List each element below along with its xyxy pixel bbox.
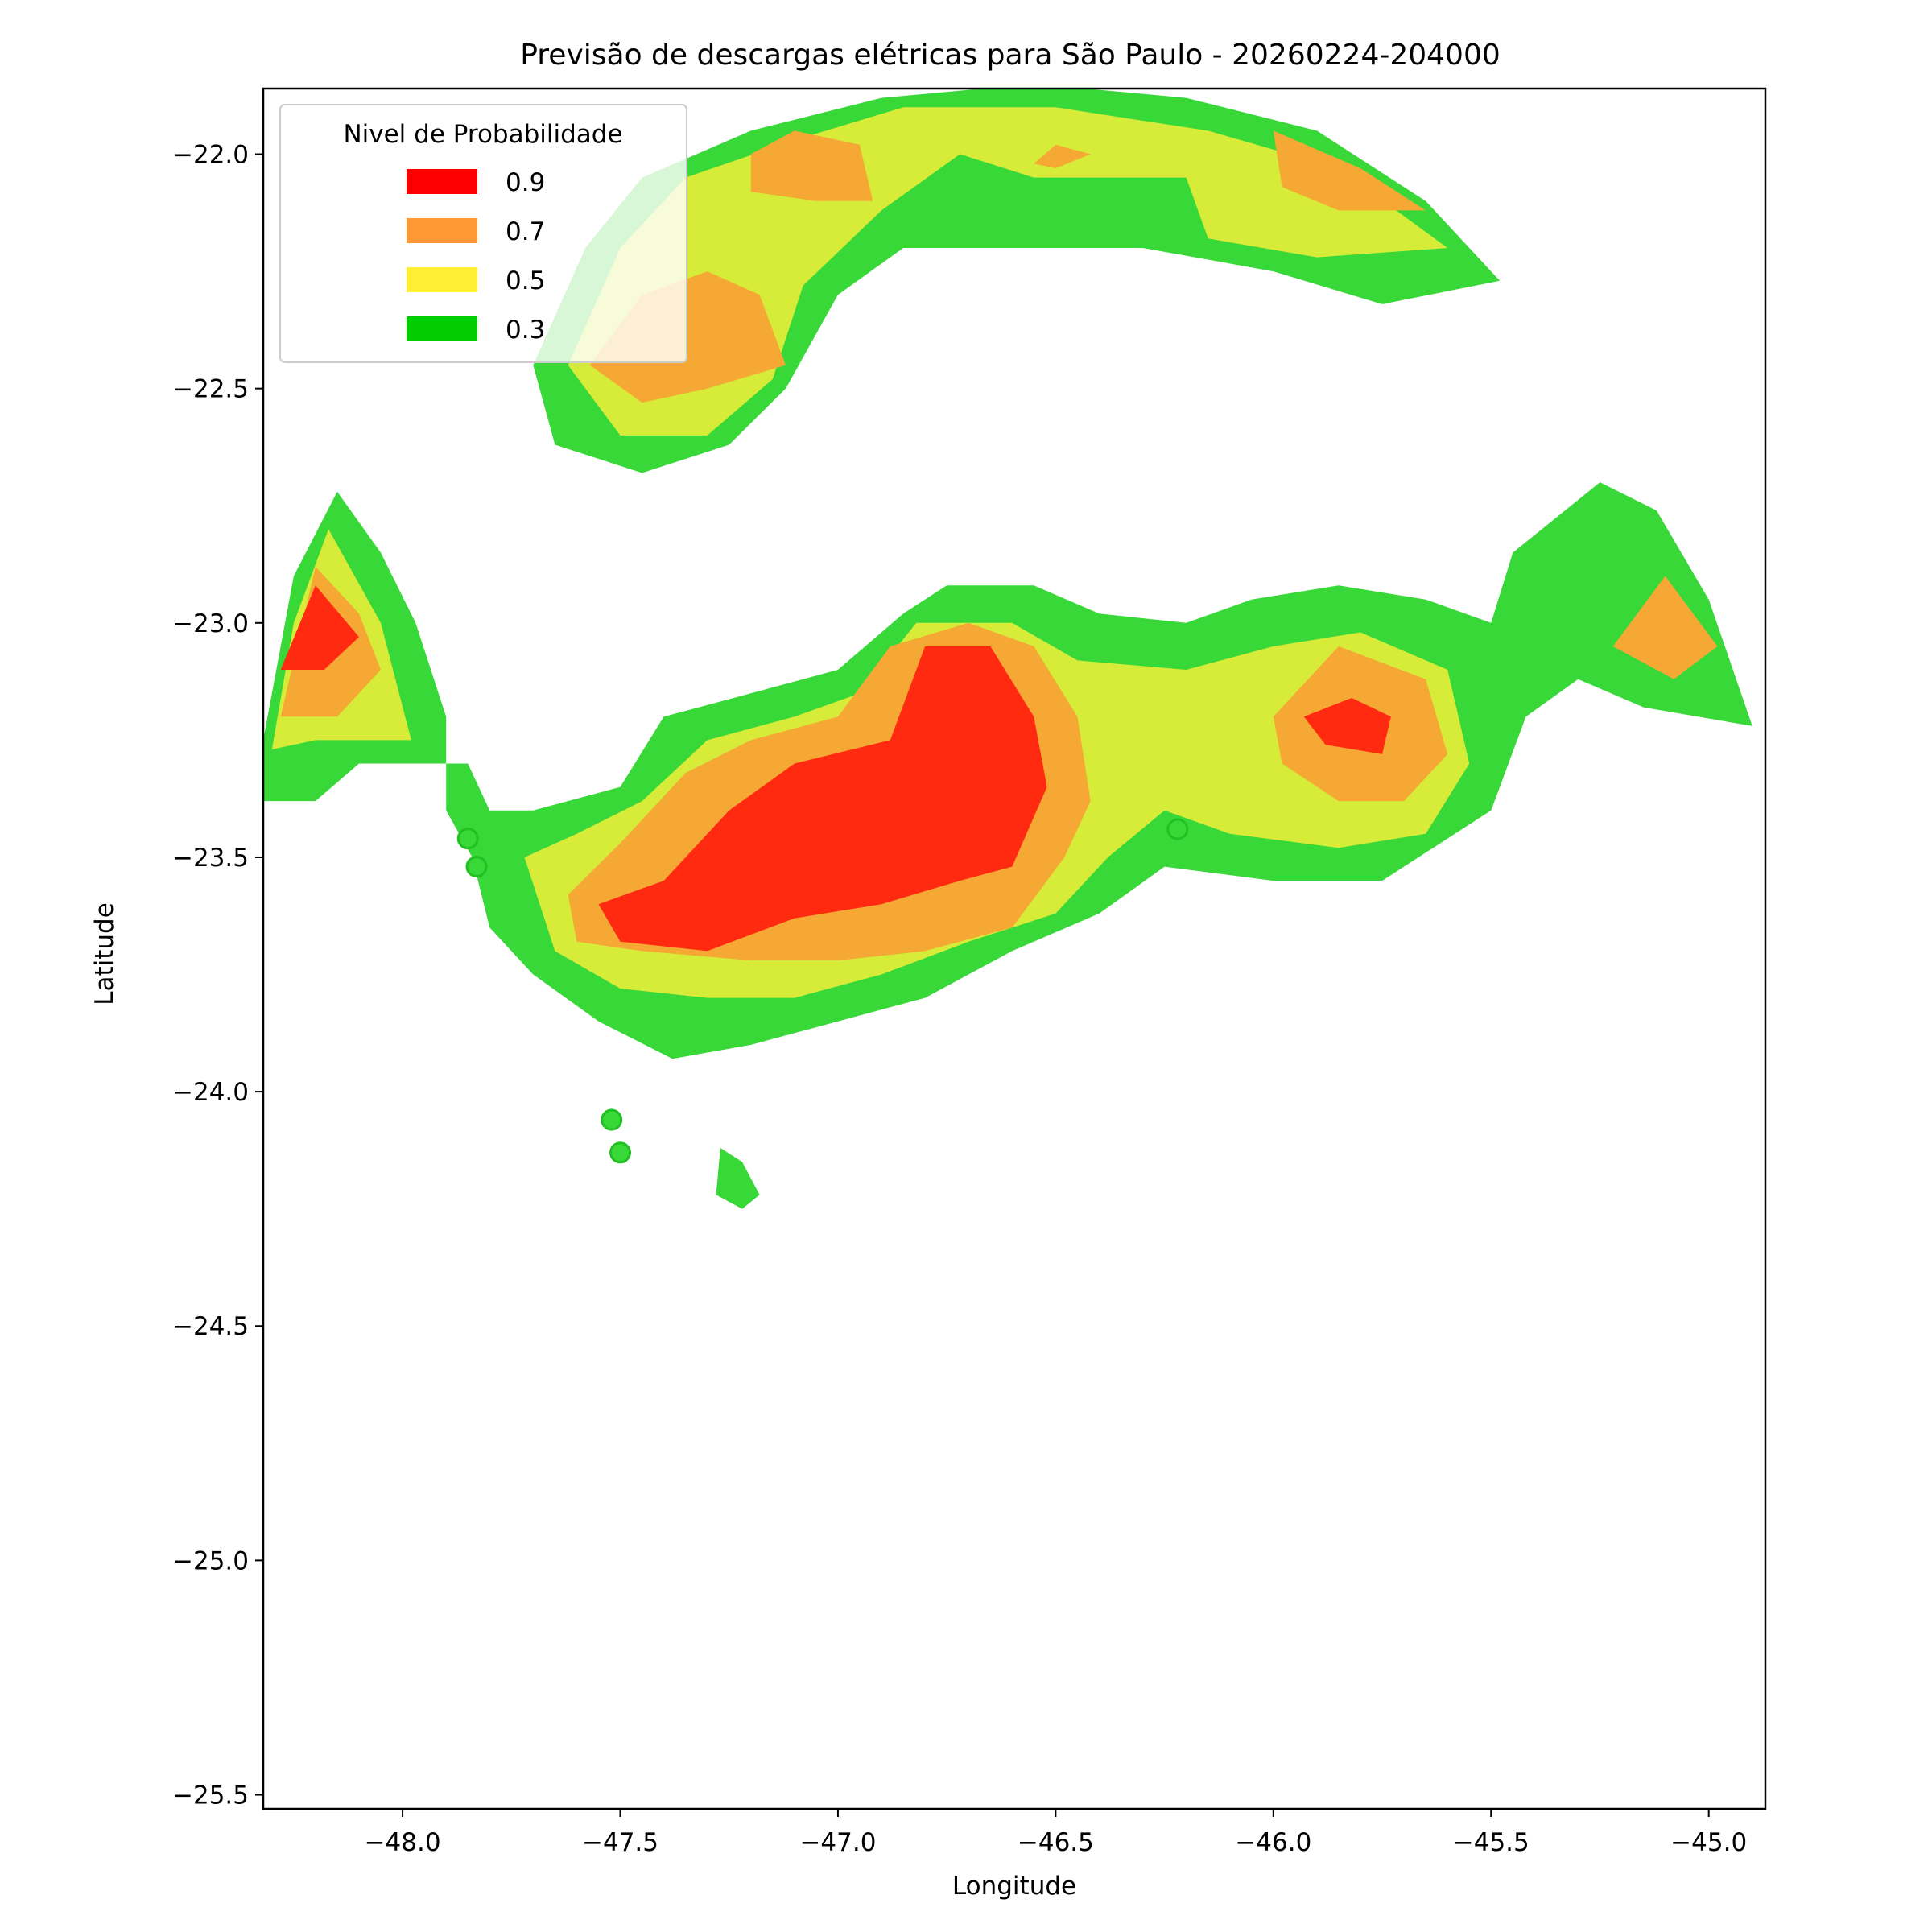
legend-swatch bbox=[407, 316, 477, 341]
x-tick-label: −45.0 bbox=[1670, 1828, 1747, 1857]
contour-region-0.9-13 bbox=[598, 646, 1047, 952]
legend-label: 0.9 bbox=[506, 168, 545, 197]
contour-point-2 bbox=[601, 1108, 623, 1131]
contour-point-0 bbox=[456, 828, 479, 850]
contour-region-0.7-5 bbox=[1034, 144, 1091, 168]
contour-region-0.9-14 bbox=[1303, 698, 1391, 754]
x-tick-label: −45.5 bbox=[1453, 1828, 1530, 1857]
contour-regions bbox=[263, 89, 1752, 1209]
plot-frame bbox=[262, 87, 1767, 1810]
y-axis-label: Latitude bbox=[90, 902, 119, 1005]
contour-point-3 bbox=[609, 1141, 632, 1164]
y-tick-label: −25.0 bbox=[172, 1546, 249, 1575]
contour-points bbox=[456, 818, 1189, 1164]
y-tick-label: −24.0 bbox=[172, 1078, 249, 1107]
contour-region-0.7-3 bbox=[750, 130, 873, 201]
x-tick-label: −46.5 bbox=[1018, 1828, 1094, 1857]
contour-point-1 bbox=[465, 856, 488, 878]
y-tick-label: −25.5 bbox=[172, 1781, 249, 1810]
legend-entries: 0.9 0.7 0.5 0.3 bbox=[407, 168, 545, 345]
contour-region-0.9-15 bbox=[280, 585, 359, 670]
chart-title: Previsão de descargas elétricas para São… bbox=[520, 39, 1501, 72]
legend-label: 0.3 bbox=[506, 316, 545, 345]
contour-point-4 bbox=[1166, 818, 1189, 840]
legend-swatch bbox=[407, 267, 477, 292]
x-tick-label: −47.5 bbox=[582, 1828, 658, 1857]
x-tick-label: −48.0 bbox=[365, 1828, 441, 1857]
legend-box bbox=[279, 104, 687, 363]
y-axis: −22.0 −22.5 −23.0 −23.5 −24.0 −24.5 −25.0 −25.5 bbox=[172, 141, 263, 1810]
y-tick-label: −23.0 bbox=[172, 609, 249, 638]
contour-region-0.7-12 bbox=[1612, 576, 1718, 679]
y-tick-label: −22.5 bbox=[172, 375, 249, 404]
legend-label: 0.5 bbox=[506, 266, 545, 295]
contour-region-0.7-4 bbox=[1273, 130, 1426, 211]
y-tick-label: −24.5 bbox=[172, 1312, 249, 1341]
legend-label: 0.7 bbox=[506, 217, 545, 246]
x-tick-label: −47.0 bbox=[799, 1828, 876, 1857]
x-axis-label: Longitude bbox=[952, 1872, 1076, 1901]
legend-swatch bbox=[407, 169, 477, 194]
x-axis: −48.0 −47.5 −47.0 −46.5 −46.0 −45.5 −45.0 bbox=[365, 1809, 1747, 1857]
legend-swatch bbox=[407, 218, 477, 243]
x-tick-label: −46.0 bbox=[1235, 1828, 1311, 1857]
contour-region-0.3-16 bbox=[716, 1148, 760, 1209]
legend-title: Nivel de Probabilidade bbox=[343, 120, 622, 149]
y-tick-label: −22.0 bbox=[172, 141, 249, 170]
y-tick-label: −23.5 bbox=[172, 844, 249, 873]
legend: Nivel de Probabilidade 0.9 0.7 0.5 0.3 bbox=[279, 104, 687, 363]
